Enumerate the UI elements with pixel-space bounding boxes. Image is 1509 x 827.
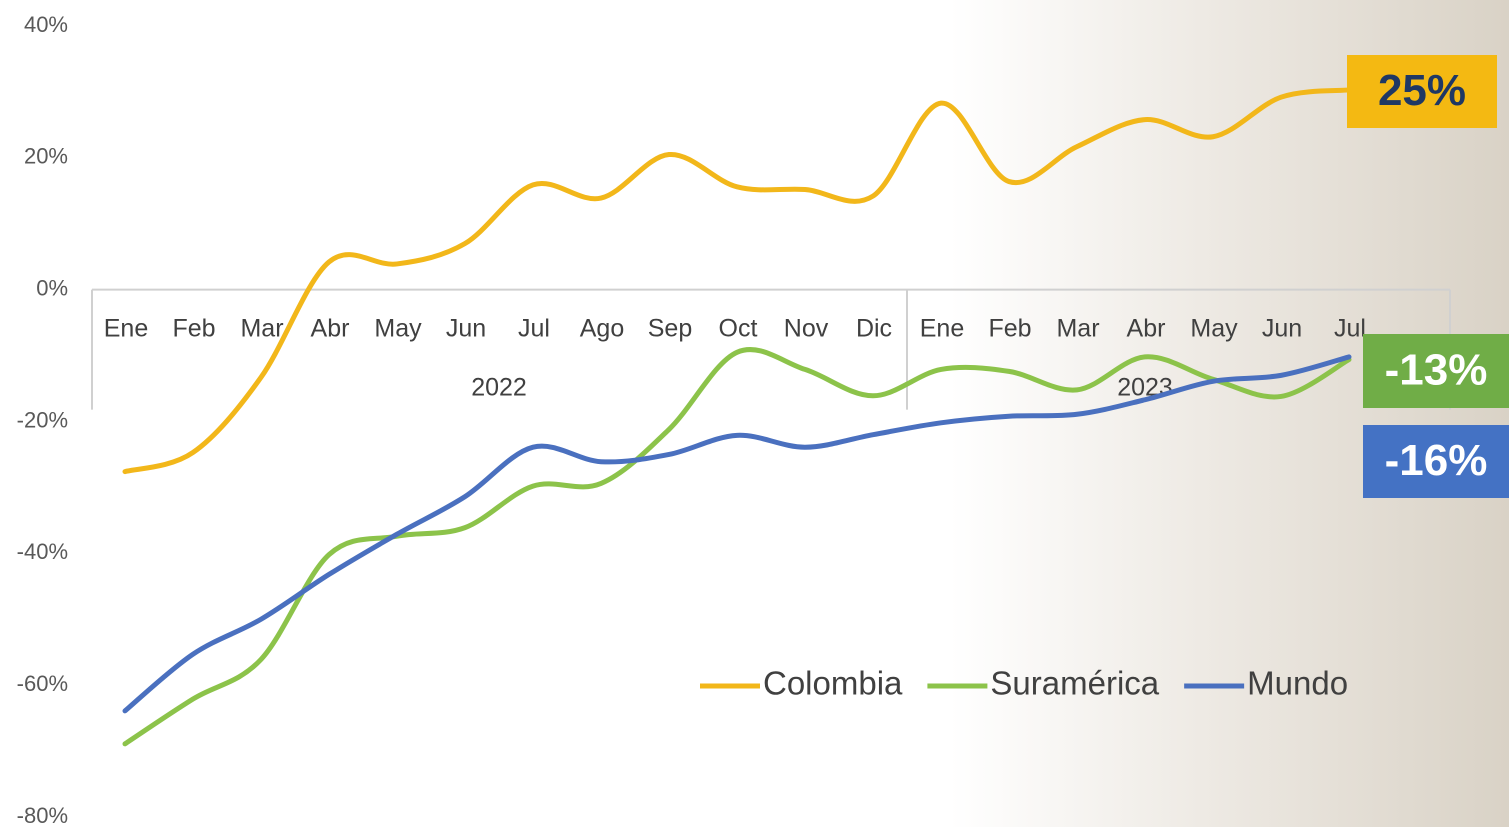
legend-label: Suramérica bbox=[990, 665, 1159, 702]
annotation-label: -13% bbox=[1385, 346, 1488, 395]
x-tick-label: Oct bbox=[719, 314, 758, 342]
x-group-label: 2023 bbox=[1117, 373, 1173, 401]
y-tick-label: -60% bbox=[17, 671, 68, 696]
x-tick-label: Mar bbox=[240, 314, 283, 342]
annotation-box bbox=[1347, 55, 1497, 128]
x-tick-label: Feb bbox=[988, 314, 1031, 342]
x-tick-label: May bbox=[1190, 314, 1238, 342]
x-tick-label: Jul bbox=[1334, 314, 1366, 342]
annotation-box bbox=[1363, 425, 1509, 498]
legend-label: Mundo bbox=[1247, 665, 1348, 702]
x-tick-label: May bbox=[374, 314, 422, 342]
annotation-label: 25% bbox=[1378, 66, 1466, 115]
y-tick-label: -80% bbox=[17, 803, 68, 827]
x-tick-label: Jul bbox=[518, 314, 550, 342]
x-tick-label: Ene bbox=[920, 314, 964, 342]
legend-label: Colombia bbox=[763, 665, 903, 702]
x-tick-label: Abr bbox=[311, 314, 350, 342]
y-tick-label: 40% bbox=[24, 12, 68, 37]
x-tick-label: Jun bbox=[1262, 314, 1302, 342]
annotation-label: -16% bbox=[1385, 436, 1488, 485]
series-line bbox=[122, 87, 1352, 475]
y-tick-label: 20% bbox=[24, 144, 68, 169]
y-tick-label: 0% bbox=[36, 275, 68, 300]
x-tick-label: Sep bbox=[648, 314, 692, 342]
x-tick-label: Abr bbox=[1127, 314, 1166, 342]
annotation-box bbox=[1363, 334, 1509, 408]
x-tick-label: Jun bbox=[446, 314, 486, 342]
x-tick-label: Ago bbox=[580, 314, 624, 342]
x-tick-label: Feb bbox=[172, 314, 215, 342]
x-tick-label: Dic bbox=[856, 314, 892, 342]
y-tick-label: -40% bbox=[17, 539, 68, 564]
x-tick-label: Nov bbox=[784, 314, 829, 342]
series-line bbox=[122, 347, 1352, 747]
series-line bbox=[122, 354, 1352, 714]
x-group-label: 2022 bbox=[471, 373, 527, 401]
x-tick-label: Ene bbox=[104, 314, 148, 342]
x-tick-label: Mar bbox=[1056, 314, 1099, 342]
y-tick-label: -20% bbox=[17, 407, 68, 432]
